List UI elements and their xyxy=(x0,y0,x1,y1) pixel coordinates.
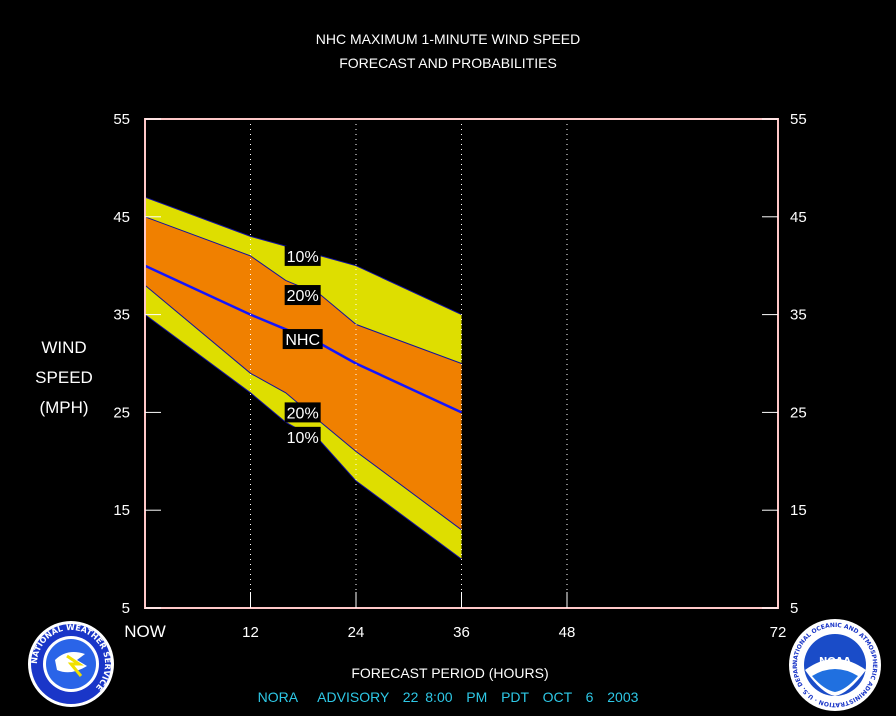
y-tick-label-right: 15 xyxy=(790,502,807,519)
y-tick-label-left: 15 xyxy=(113,502,130,519)
y-tick-label-right: 55 xyxy=(790,111,807,128)
chart-title-line-2: FORECAST AND PROBABILITIES xyxy=(339,55,557,71)
noaa-logo-center-text: NOAA xyxy=(819,656,851,667)
y-tick-label-right: 5 xyxy=(790,600,798,617)
x-tick-label: 24 xyxy=(348,624,365,641)
band-20-percent xyxy=(145,216,462,530)
series-label: 20% xyxy=(287,405,319,422)
y-axis-label-line-3: (MPH) xyxy=(39,398,89,417)
series-label-box xyxy=(284,402,321,423)
series-label-box xyxy=(282,329,323,350)
x-tick-label: 12 xyxy=(242,624,259,641)
x-tick-label: 48 xyxy=(559,624,576,641)
y-tick-label-left: 45 xyxy=(113,209,130,226)
noaa-logo: NOAA NATIONAL OCEANIC AND ATMOSPHERIC AD… xyxy=(788,618,881,711)
x-tick-label: 36 xyxy=(453,624,470,641)
x-tick-label: NOW xyxy=(124,622,166,641)
y-tick-label-right: 35 xyxy=(790,307,807,324)
y-tick-label-right: 25 xyxy=(790,404,807,421)
nws-logo: NATIONAL WEATHER SERVICE xyxy=(28,621,114,707)
y-tick-label-left: 25 xyxy=(113,404,130,421)
y-axis-label-line-2: SPEED xyxy=(35,368,93,387)
series-label: NHC xyxy=(285,332,320,349)
x-tick-label: 72 xyxy=(770,624,787,641)
series-label: 10% xyxy=(287,249,319,266)
chart-title-line-1: NHC MAXIMUM 1-MINUTE WIND SPEED xyxy=(315,31,581,47)
y-axis-label-line-1: WIND xyxy=(41,338,87,357)
x-axis-title: FORECAST PERIOD (HOURS) xyxy=(351,665,549,681)
series-label-box xyxy=(284,285,321,306)
series-label: 10% xyxy=(287,430,319,447)
y-tick-label-right: 45 xyxy=(790,209,807,226)
y-tick-label-left: 55 xyxy=(113,111,130,128)
y-tick-label-left: 5 xyxy=(122,600,130,617)
y-tick-label-left: 35 xyxy=(113,307,130,324)
series-labels: 10% 20% NHC 20% 10% xyxy=(282,245,323,447)
advisory-line: NORA ADVISORY 22 8:00 PM PDT OCT 6 2003 xyxy=(257,689,639,705)
series-label: 20% xyxy=(287,288,319,305)
series-label-box xyxy=(284,245,321,266)
series-label-box xyxy=(284,426,321,447)
